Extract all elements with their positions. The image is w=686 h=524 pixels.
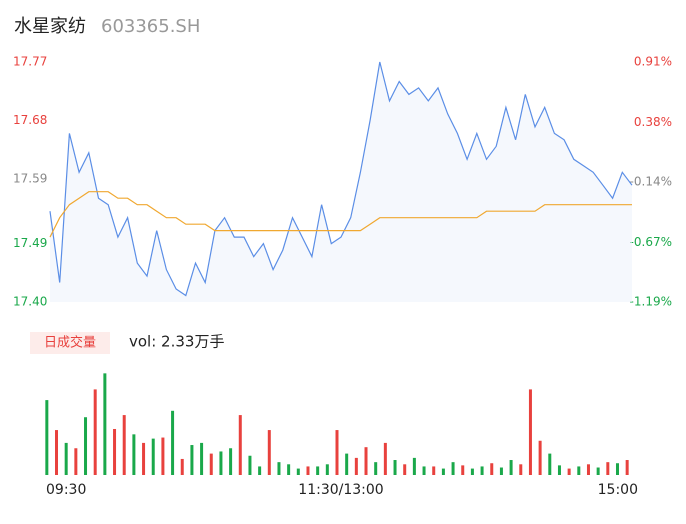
volume-bar [577, 466, 581, 475]
volume-bar [393, 460, 397, 475]
volume-bar [528, 389, 532, 475]
volume-bar [64, 442, 68, 475]
volume-bar [490, 463, 494, 475]
volume-bar [519, 464, 523, 475]
volume-bar [432, 466, 436, 475]
price-area [50, 62, 632, 302]
volume-bar [103, 373, 107, 475]
volume-bar [84, 417, 88, 475]
volume-bar [403, 464, 407, 475]
volume-bar [267, 430, 271, 475]
volume-bar [441, 468, 445, 475]
volume-bar [200, 442, 204, 475]
volume-bar [122, 415, 126, 475]
volume-bar [596, 467, 600, 475]
volume-bar [412, 457, 416, 475]
volume-bar [219, 451, 223, 475]
volume-bar [277, 462, 281, 475]
volume-bar [55, 430, 59, 475]
volume-bar [461, 465, 465, 475]
y2-tick-label: 0.38% [634, 115, 672, 129]
volume-bar [190, 445, 194, 475]
volume-bar [113, 428, 117, 475]
volume-bar [364, 447, 368, 475]
x-tick-label: 11:30/13:00 [298, 482, 383, 498]
volume-bar [499, 467, 503, 475]
volume-bar [509, 460, 513, 475]
volume-button-bg[interactable] [30, 332, 110, 354]
y2-tick-label: -0.67% [630, 235, 672, 249]
volume-bar [470, 468, 474, 475]
price-line [49, 61, 633, 297]
average-line [49, 191, 632, 238]
volume-bar [538, 440, 542, 475]
volume-bar [567, 468, 571, 475]
y-tick-label: 17.77 [13, 55, 47, 69]
volume-bar [229, 448, 233, 475]
volume-bar [451, 462, 455, 475]
volume-bar [586, 464, 590, 475]
volume-bar [325, 464, 329, 475]
volume-bar [316, 466, 320, 475]
volume-bar [480, 466, 484, 475]
volume-bar [345, 453, 349, 475]
y-tick-label: 17.68 [13, 113, 47, 127]
volume-bar [238, 415, 242, 475]
volume-bar [142, 442, 146, 475]
volume-bar [625, 460, 629, 475]
volume-title: vol: 2.33万手 [129, 333, 224, 351]
y2-tick-label: -1.19% [630, 295, 672, 309]
volume-bar [557, 465, 561, 475]
x-tick-label: 15:00 [598, 482, 638, 498]
volume-bar [151, 438, 155, 475]
y-tick-label: 17.40 [13, 295, 47, 309]
volume-bar [374, 462, 378, 475]
volume-bar [248, 455, 252, 475]
volume-bar [93, 389, 97, 475]
volume-button[interactable]: 日成交量 [44, 335, 96, 351]
stock-code: 603365.SH [101, 16, 200, 37]
volume-bar [615, 463, 619, 475]
x-tick-label: 09:30 [46, 482, 86, 498]
volume-bar [383, 442, 387, 475]
volume-bar [45, 400, 49, 475]
volume-bar [296, 468, 300, 475]
volume-bar [335, 430, 339, 475]
volume-bar [422, 466, 426, 475]
stock-name: 水星家纺 [14, 16, 86, 37]
y2-tick-label: 0.91% [634, 55, 672, 69]
volume-bar [354, 457, 358, 475]
volume-bar [74, 448, 78, 475]
volume-bar [606, 462, 610, 475]
volume-bar [209, 453, 213, 475]
volume-bar [171, 410, 175, 475]
y2-tick-label: -0.14% [630, 175, 672, 189]
volume-bar [161, 437, 165, 475]
volume-bar [180, 458, 184, 475]
y-tick-label: 17.49 [13, 236, 47, 250]
volume-bar [132, 434, 136, 475]
volume-bar [306, 466, 310, 475]
y-tick-label: 17.59 [13, 171, 47, 185]
volume-bar [287, 464, 291, 475]
volume-bar [258, 466, 262, 475]
volume-bar [548, 453, 552, 475]
